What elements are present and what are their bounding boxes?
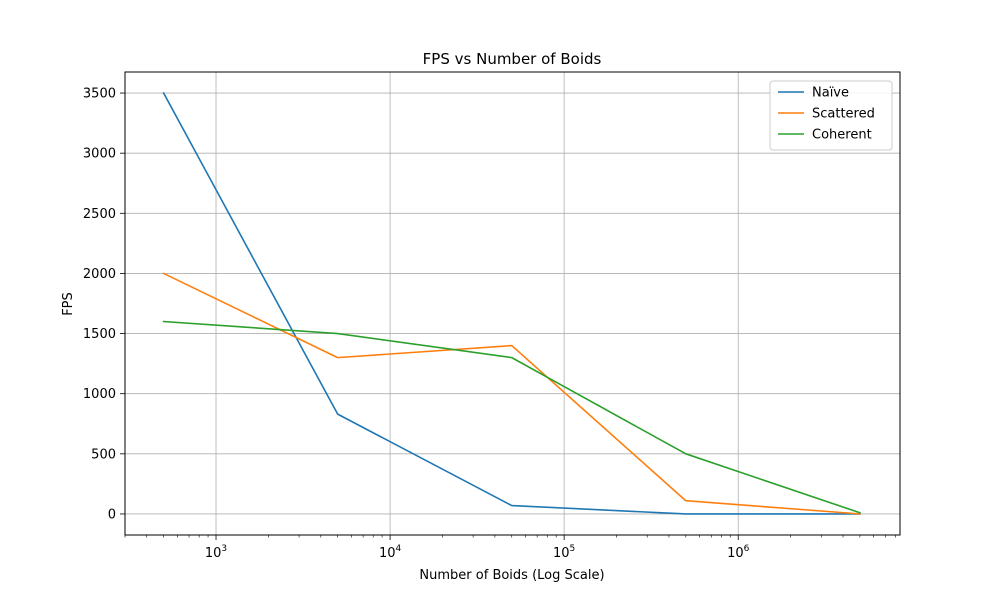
grid-lines [125, 72, 900, 535]
series-lines [162, 91, 861, 515]
y-tick-label: 2000 [83, 267, 116, 282]
legend-label: Coherent [812, 128, 872, 143]
x-tick-label: 106 [727, 544, 750, 561]
x-axis-ticks: 103 104 105 106 [124, 535, 896, 561]
y-tick-label: 3000 [83, 147, 116, 162]
y-tick-label: 500 [91, 447, 116, 462]
y-axis-ticks: 0 500 1000 1500 2000 2500 3000 3500 [83, 87, 125, 522]
plot-frame [124, 71, 901, 536]
legend-label: Scattered [812, 107, 875, 122]
chart-title: FPS vs Number of Boids [423, 50, 602, 68]
legend: Naïve Scattered Coherent [769, 80, 893, 151]
legend-label: Naïve [812, 86, 849, 101]
series-line [162, 320, 861, 514]
y-tick-label: 2500 [83, 207, 116, 222]
x-tick-label: 105 [553, 544, 575, 561]
x-tick-label: 103 [205, 544, 227, 561]
y-tick-label: 1000 [83, 387, 116, 402]
series-line [162, 91, 861, 515]
x-axis-label: Number of Boids (Log Scale) [419, 568, 604, 583]
legend-box [769, 80, 893, 151]
y-tick-label: 3500 [83, 87, 116, 102]
x-tick-label: 104 [379, 544, 402, 561]
y-axis-label: FPS [61, 292, 76, 316]
y-tick-label: 1500 [83, 327, 116, 342]
y-tick-label: 0 [108, 507, 116, 522]
